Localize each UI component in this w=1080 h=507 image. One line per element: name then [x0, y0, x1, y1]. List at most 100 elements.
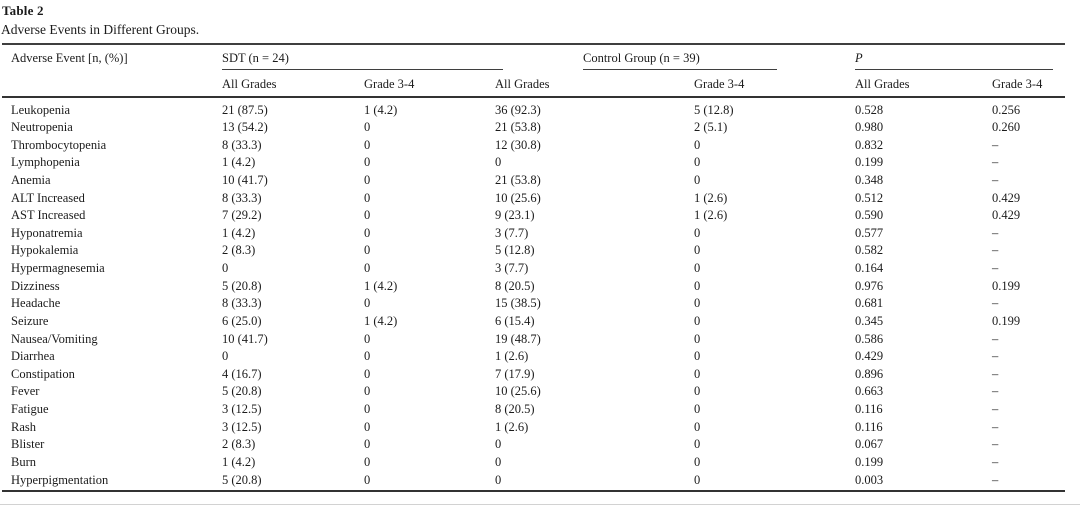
table-row: AST Increased 7 (29.2) 0 9 (23.1) 1 (2.6) 0.5…	[0, 207, 1080, 225]
group-header-p-value: P	[855, 51, 863, 65]
adverse-event-name: Burn	[11, 454, 36, 469]
value-cell: 1 (2.6)	[495, 419, 529, 434]
value-cell: 0.199	[855, 454, 884, 469]
value-cell: –	[992, 225, 999, 240]
header-bottom-rule	[2, 95, 1065, 98]
value-cell: 9 (23.1)	[495, 208, 535, 223]
table-row: Seizure 6 (25.0) 1 (4.2) 6 (15.4) 0 0.345 0.19…	[0, 313, 1080, 331]
group-header-control: Control Group (n = 39)	[583, 51, 700, 65]
adverse-event-name: AST Increased	[11, 208, 86, 223]
value-cell: –	[992, 402, 999, 417]
adverse-event-name: Hyponatremia	[11, 225, 83, 240]
value-cell: 0.348	[855, 172, 884, 187]
table-row: Constipation 4 (16.7) 0 7 (17.9) 0 0.896 –	[0, 366, 1080, 384]
adverse-event-name: Anemia	[11, 172, 51, 187]
value-cell: 10 (25.6)	[495, 190, 541, 205]
value-cell: 0	[364, 225, 371, 240]
column-subheader: Grade 3-4	[364, 77, 415, 91]
value-cell: 4 (16.7)	[222, 366, 262, 381]
value-cell: 0.199	[992, 313, 1021, 328]
value-cell: 8 (33.3)	[222, 296, 262, 311]
value-cell: 0.586	[855, 331, 884, 346]
value-cell: –	[992, 384, 999, 399]
value-cell: 0	[364, 437, 371, 452]
value-cell: 1 (2.6)	[495, 349, 529, 364]
value-cell: 0	[364, 155, 371, 170]
value-cell: 0	[222, 349, 229, 364]
value-cell: –	[992, 366, 999, 381]
adverse-event-name: Rash	[11, 419, 36, 434]
value-cell: 5 (20.8)	[222, 472, 262, 487]
value-cell: 0	[364, 419, 371, 434]
value-cell: 10 (25.6)	[495, 384, 541, 399]
group-rule-control	[583, 68, 777, 70]
value-cell: 0.896	[855, 366, 884, 381]
value-cell: 5 (20.8)	[222, 278, 262, 293]
value-cell: 0	[694, 261, 701, 276]
value-cell: –	[992, 454, 999, 469]
value-cell: 1 (4.2)	[364, 313, 398, 328]
value-cell: 0	[364, 120, 371, 135]
column-subheader: All Grades	[222, 77, 277, 91]
value-cell: 0	[364, 208, 371, 223]
adverse-event-name: Hypokalemia	[11, 243, 79, 258]
table-row: Leukopenia 21 (87.5) 1 (4.2) 36 (92.3) 5 (12…	[0, 102, 1080, 120]
value-cell: –	[992, 437, 999, 452]
group-rule-sdt	[222, 68, 503, 70]
adverse-event-name: ALT Increased	[11, 190, 85, 205]
column-header-adverse-event: Adverse Event [n, (%)]	[11, 51, 128, 65]
value-cell: 0.832	[855, 137, 884, 152]
table-row: Neutropenia 13 (54.2) 0 21 (53.8) 2 (5.1) 0.9…	[0, 119, 1080, 137]
value-cell: –	[992, 261, 999, 276]
adverse-event-name: Dizziness	[11, 278, 60, 293]
value-cell: 21 (53.8)	[495, 172, 541, 187]
value-cell: 0.512	[855, 190, 884, 205]
group-header-sdt: SDT (n = 24)	[222, 51, 289, 65]
value-cell: 1 (2.6)	[694, 190, 728, 205]
value-cell: 5 (12.8)	[495, 243, 535, 258]
value-cell: 2 (5.1)	[694, 120, 728, 135]
adverse-event-name: Constipation	[11, 366, 75, 381]
table-row: Fatigue 3 (12.5) 0 8 (20.5) 0 0.116 –	[0, 401, 1080, 419]
table-row: Diarrhea 0 0 1 (2.6) 0 0.429 –	[0, 348, 1080, 366]
value-cell: 0	[694, 472, 701, 487]
value-cell: 0.199	[855, 155, 884, 170]
value-cell: 5 (20.8)	[222, 384, 262, 399]
table-top-rule	[2, 43, 1065, 45]
value-cell: 1 (4.2)	[222, 454, 256, 469]
value-cell: 0.429	[992, 208, 1021, 223]
adverse-event-name: Diarrhea	[11, 349, 55, 364]
value-cell: 0.429	[855, 349, 884, 364]
value-cell: 0.980	[855, 120, 884, 135]
group-rule-p-value	[855, 68, 1053, 70]
value-cell: 0	[694, 454, 701, 469]
value-cell: 10 (41.7)	[222, 172, 268, 187]
value-cell: 0	[364, 296, 371, 311]
value-cell: 0	[495, 472, 502, 487]
table-row: Hypermagnesemia 0 0 3 (7.7) 0 0.164 –	[0, 260, 1080, 278]
value-cell: 0	[694, 137, 701, 152]
table-row: Burn 1 (4.2) 0 0 0 0.199 –	[0, 454, 1080, 472]
value-cell: 0.429	[992, 190, 1021, 205]
value-cell: 0.345	[855, 313, 884, 328]
value-cell: 2 (8.3)	[222, 243, 256, 258]
value-cell: 0	[694, 172, 701, 187]
table-row: Fever 5 (20.8) 0 10 (25.6) 0 0.663 –	[0, 383, 1080, 401]
value-cell: 0	[495, 454, 502, 469]
value-cell: 0.681	[855, 296, 884, 311]
value-cell: 0.067	[855, 437, 884, 452]
value-cell: –	[992, 137, 999, 152]
value-cell: 10 (41.7)	[222, 331, 268, 346]
adverse-event-name: Fatigue	[11, 402, 49, 417]
value-cell: –	[992, 331, 999, 346]
value-cell: 15 (38.5)	[495, 296, 541, 311]
table-row: Blister 2 (8.3) 0 0 0 0.067 –	[0, 436, 1080, 454]
table-row: Thrombocytopenia 8 (33.3) 0 12 (30.8) 0 0.832…	[0, 137, 1080, 155]
value-cell: 0.590	[855, 208, 884, 223]
value-cell: 21 (87.5)	[222, 102, 268, 117]
value-cell: 36 (92.3)	[495, 102, 541, 117]
table-row: Rash 3 (12.5) 0 1 (2.6) 0 0.116 –	[0, 419, 1080, 437]
table-row: ALT Increased 8 (33.3) 0 10 (25.6) 1 (2.6) 0.…	[0, 190, 1080, 208]
value-cell: 0	[364, 243, 371, 258]
